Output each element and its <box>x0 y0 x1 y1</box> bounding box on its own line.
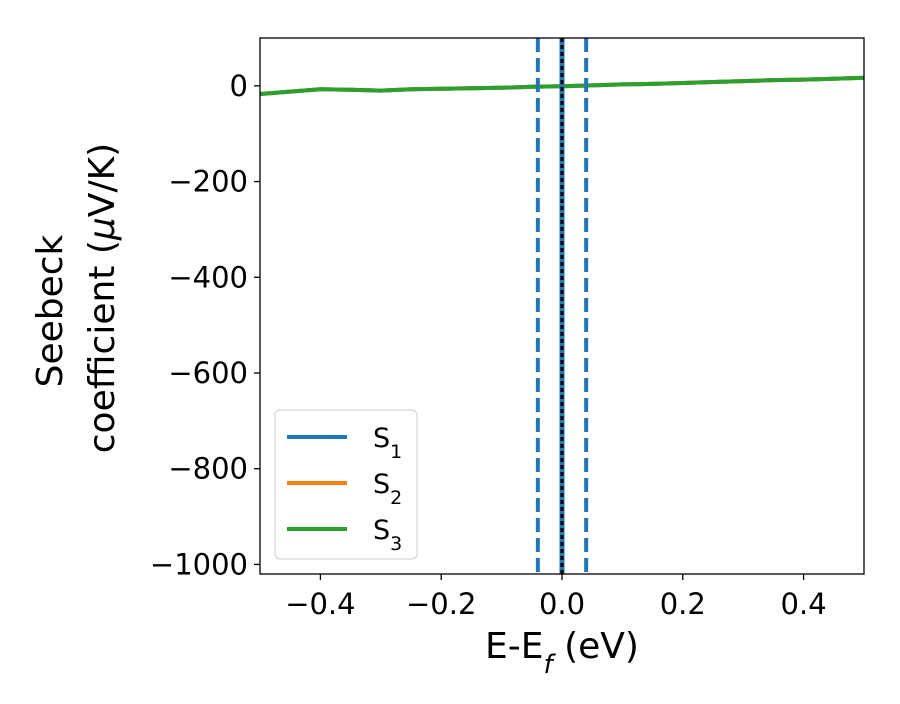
x-tick-label: −0.2 <box>406 587 476 621</box>
x-tick-label: −0.4 <box>285 587 355 621</box>
x-tick-label: 0.2 <box>660 587 706 621</box>
y-tick-label: 0 <box>230 69 248 103</box>
legend-label-s3: S3 <box>373 515 402 555</box>
y-tick-label: −600 <box>168 356 248 390</box>
x-tick-label: 0.4 <box>781 587 827 621</box>
legend: S1 S2 S3 <box>274 409 418 560</box>
x-tick-label: 0.0 <box>539 587 585 621</box>
y-tick-label: −1000 <box>150 547 248 581</box>
y-tick-label: −800 <box>168 452 248 486</box>
y-axis-ticks: 0 −200 −400 −600 −800 −1000 <box>150 69 260 581</box>
y-tick-label: −400 <box>168 260 248 294</box>
x-axis-label: E-Ef (eV) <box>485 626 639 680</box>
x-axis-ticks: −0.4 −0.2 0.0 0.2 0.4 <box>285 574 827 621</box>
plot-area <box>260 38 864 574</box>
y-axis-label-line-1: Seebeck <box>30 234 71 387</box>
y-tick-label: −200 <box>168 165 248 199</box>
legend-label-s1: S1 <box>373 423 402 463</box>
y-axis-label-line-2: coefficient (μV/K) <box>82 143 123 453</box>
legend-label-s2: S2 <box>373 469 402 509</box>
